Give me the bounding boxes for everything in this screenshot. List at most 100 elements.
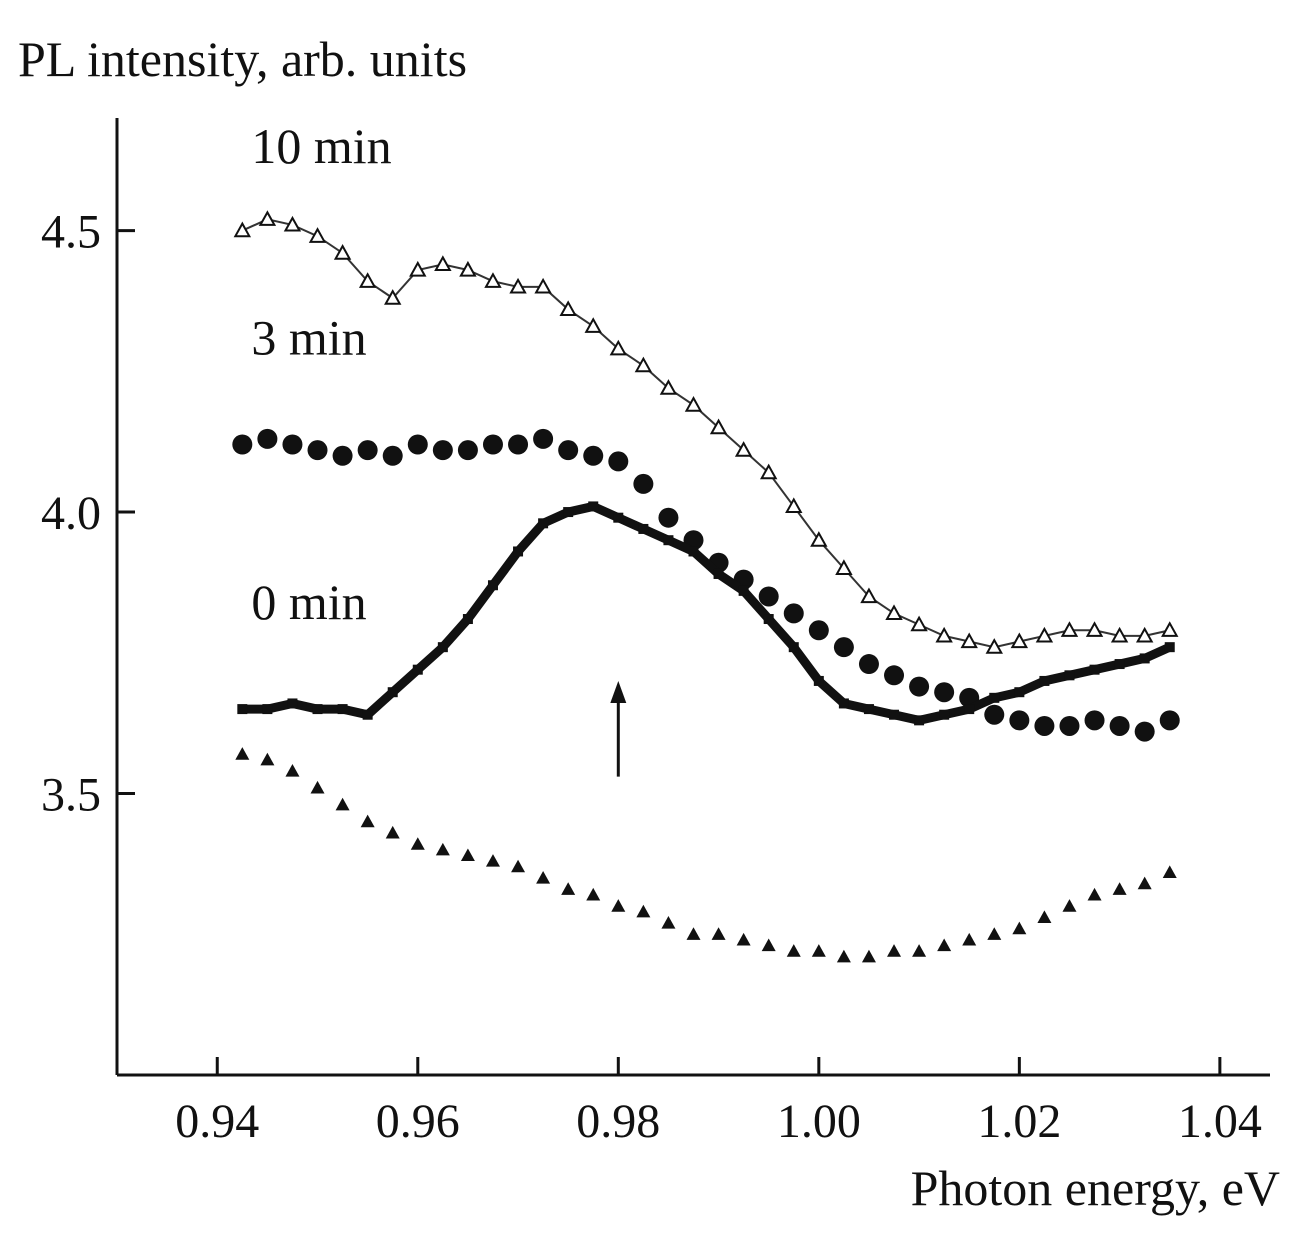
x-axis-label: Photon energy, eV: [911, 1160, 1280, 1216]
data-point: [1012, 921, 1027, 935]
x-tick-label: 1.00: [777, 1095, 861, 1148]
data-point: [889, 709, 900, 720]
series-10-min: [233, 210, 1179, 654]
data-point: [1089, 664, 1100, 675]
data-point: [1035, 626, 1054, 643]
data-point: [964, 704, 975, 715]
data-point: [861, 949, 876, 963]
data-point: [563, 507, 574, 518]
data-point: [838, 698, 849, 709]
data-point: [912, 944, 927, 957]
data-point: [984, 704, 1005, 725]
data-point: [538, 518, 549, 529]
data-point: [783, 603, 804, 624]
label-10-min: 10 min: [251, 118, 391, 174]
data-point: [508, 434, 529, 455]
label-3-min: 3 min: [251, 309, 366, 365]
data-point: [788, 642, 799, 653]
data-point: [833, 637, 854, 658]
axes: [115, 118, 1270, 1077]
data-point: [709, 418, 728, 435]
data-point: [487, 580, 498, 591]
data-point: [1114, 659, 1125, 670]
data-point: [432, 440, 453, 461]
y-tick-label: 3.5: [41, 769, 101, 822]
y-tick-label: 4.5: [41, 206, 101, 259]
data-point: [407, 434, 428, 455]
data-point: [909, 676, 930, 697]
data-point: [785, 497, 803, 514]
data-point: [935, 626, 953, 643]
data-point: [1010, 632, 1029, 649]
data-point: [1164, 642, 1175, 653]
data-point: [482, 434, 503, 455]
data-point: [759, 463, 778, 480]
data-point: [561, 882, 576, 895]
data-point: [1037, 910, 1052, 923]
data-point: [835, 559, 853, 575]
data-point: [257, 428, 278, 449]
x-tick-label: 0.98: [576, 1095, 660, 1148]
data-point: [884, 665, 905, 686]
data-point: [1064, 670, 1075, 681]
data-point: [260, 752, 275, 766]
data-point: [810, 531, 828, 547]
data-point: [860, 587, 878, 604]
data-point: [382, 445, 403, 466]
data-point: [1014, 687, 1025, 698]
data-point: [1034, 715, 1055, 736]
data-point: [434, 255, 452, 271]
data-point: [985, 638, 1003, 654]
series-line-0-min: [242, 501, 1172, 725]
data-point: [583, 445, 604, 466]
data-point: [633, 473, 654, 494]
series-layer: [232, 210, 1180, 963]
data-point: [333, 244, 352, 260]
data-point: [684, 396, 703, 412]
data-point: [1062, 899, 1077, 912]
data-point: [638, 523, 649, 534]
label-0-min: 0 min: [251, 574, 366, 630]
data-point: [808, 620, 829, 641]
data-point: [661, 916, 676, 929]
ticks: 0.94 0.96 0.98 1.00 1.02 1.04 3.5 4.0 4.5: [41, 206, 1262, 1148]
data-point: [1135, 626, 1154, 643]
data-point: [1112, 882, 1127, 895]
data-point: [611, 899, 626, 912]
data-point: [863, 704, 874, 715]
data-point: [232, 434, 253, 455]
data-point: [337, 704, 348, 715]
data-point: [285, 764, 300, 777]
data-point: [362, 709, 373, 720]
data-point: [1137, 876, 1152, 890]
data-point: [586, 887, 601, 901]
data-point: [533, 428, 554, 449]
series-unlabeled: [235, 747, 1177, 963]
data-point: [534, 277, 552, 294]
data-point: [914, 715, 925, 726]
data-point: [1110, 626, 1129, 643]
data-point: [308, 227, 327, 243]
data-point: [1162, 865, 1177, 878]
data-point: [536, 870, 551, 884]
data-point: [609, 339, 628, 356]
data-point: [283, 215, 302, 232]
data-point: [658, 507, 679, 528]
data-point: [885, 604, 903, 620]
data-point: [1159, 710, 1180, 731]
data-point: [962, 932, 977, 946]
data-point: [734, 441, 753, 457]
data-point: [385, 825, 400, 839]
x-tick-label: 1.04: [1178, 1095, 1262, 1148]
data-point: [460, 848, 475, 862]
x-tick-label: 0.94: [175, 1095, 259, 1148]
data-point: [509, 277, 527, 294]
arrow-head: [610, 680, 627, 703]
data-point: [613, 512, 624, 523]
data-point: [462, 614, 473, 625]
data-point: [485, 854, 500, 867]
data-point: [811, 944, 826, 957]
series-line-10-min: [241, 218, 1170, 649]
data-point: [713, 568, 724, 579]
